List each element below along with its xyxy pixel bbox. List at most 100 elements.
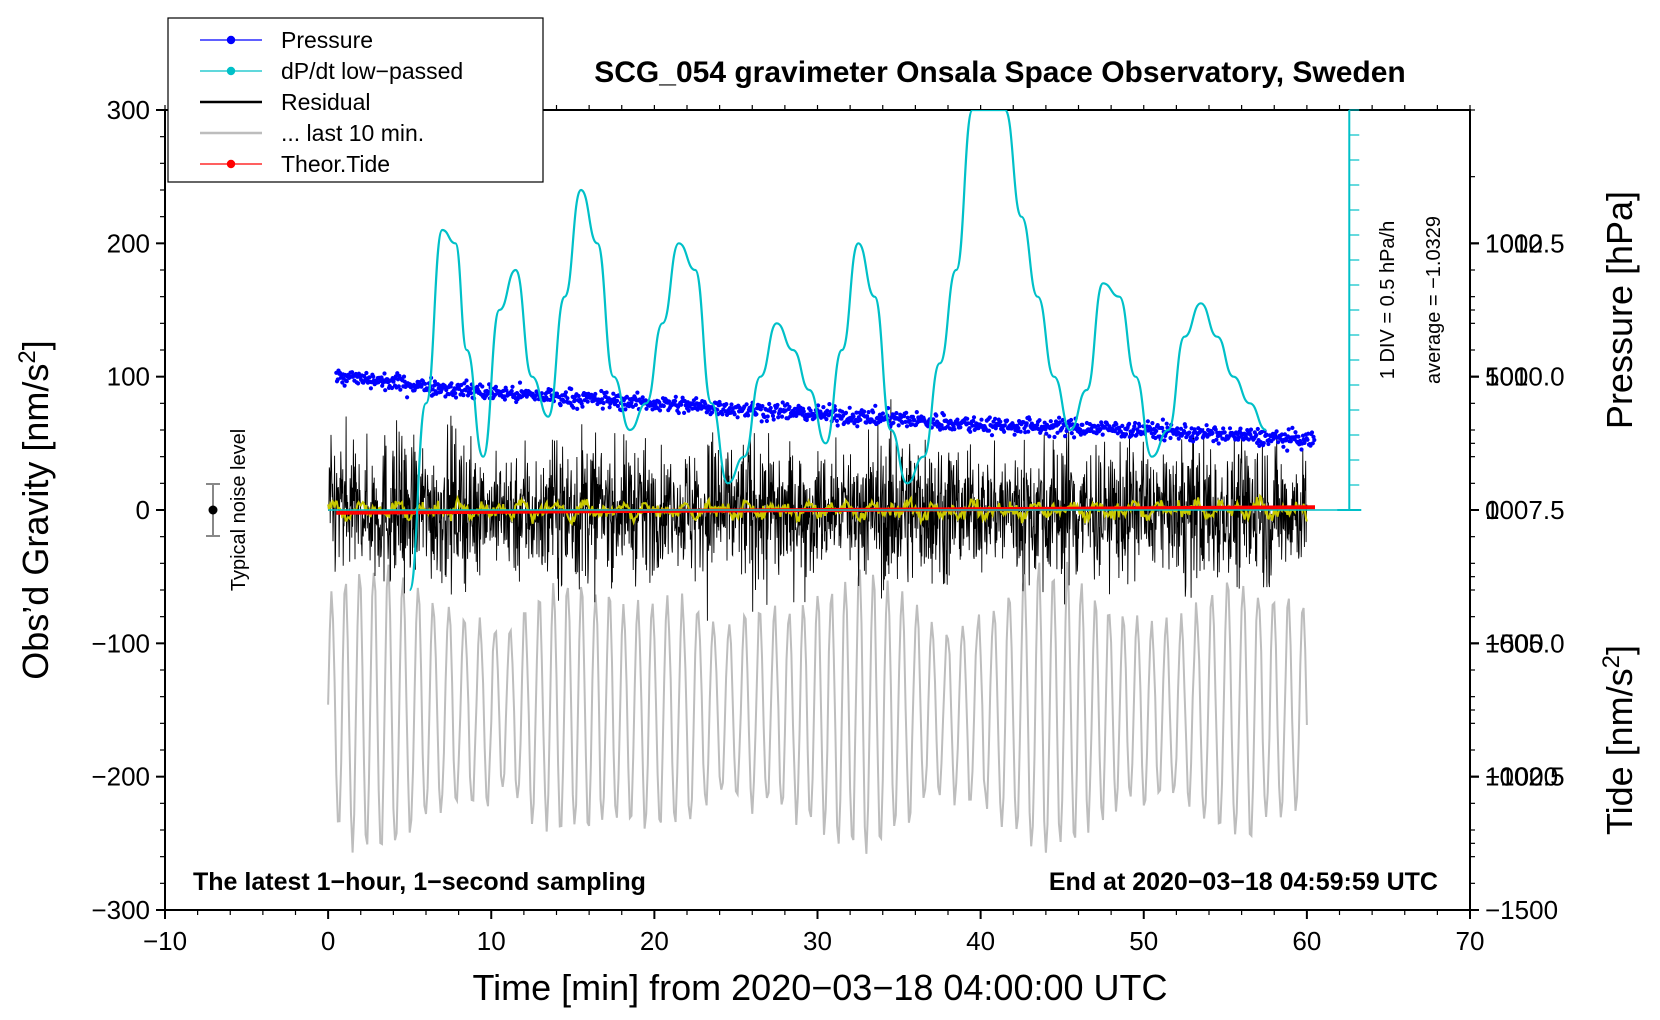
pressure-point (368, 386, 373, 391)
pressure-point (1183, 424, 1188, 429)
pressure-point (932, 422, 937, 427)
pressure-point (1181, 429, 1187, 434)
pressure-point (720, 412, 725, 417)
pressure-point (854, 410, 859, 415)
pressure-point (630, 404, 636, 409)
pressure-point (965, 416, 970, 421)
pressure-point (804, 417, 809, 423)
pressure-point (1282, 432, 1287, 437)
pressure-point (971, 418, 976, 423)
pressure-point (371, 374, 376, 379)
pressure-point (673, 394, 678, 399)
pressure-point (432, 379, 437, 384)
pressure-point (611, 391, 616, 396)
pressure-point (768, 405, 773, 411)
noise-level-label: Typical noise level (228, 429, 250, 591)
y-tick-label-tide: −1000 (1485, 762, 1558, 792)
pressure-point (398, 387, 403, 392)
pressure-point (1016, 426, 1021, 431)
pressure-point (952, 427, 957, 432)
pressure-point (405, 395, 410, 400)
pressure-point (834, 418, 840, 423)
pressure-point (463, 388, 468, 393)
pressure-point (1305, 437, 1310, 442)
pressure-point (504, 388, 509, 393)
pressure-point (914, 410, 919, 415)
pressure-point (599, 397, 605, 402)
pressure-point (871, 410, 876, 415)
axes-layer: −10 0 10 20 30 40 50 60 703002001000−100−200−300… (91, 95, 1564, 956)
pressure-point (1187, 430, 1192, 435)
pressure-point (1024, 421, 1029, 426)
pressure-point (673, 398, 678, 404)
legend-box (167, 17, 544, 183)
pressure-point (955, 417, 960, 422)
pressure-point (1150, 421, 1155, 426)
filtered-residual-line (327, 493, 1308, 527)
pressure-point (941, 413, 947, 418)
x-tick-label: 60 (1292, 926, 1321, 956)
pressure-point (1168, 435, 1173, 441)
y-tick-label-pressure: 1005.0 (1485, 628, 1565, 658)
pressure-point (585, 399, 590, 404)
pressure-point (1037, 418, 1042, 423)
pressure-point (1210, 430, 1215, 436)
sampling-annotation: The latest 1−hour, 1−second sampling (193, 868, 646, 896)
pressure-point (1288, 439, 1293, 444)
pressure-point (1137, 424, 1142, 429)
pressure-point (682, 410, 687, 415)
pressure-point (502, 397, 507, 402)
pressure-point (657, 400, 662, 405)
pressure-point (965, 421, 971, 426)
x-tick-label: 0 (321, 926, 335, 956)
pressure-point (880, 411, 886, 416)
y-tick-label-left: 0 (136, 495, 150, 525)
pressure-point (1044, 431, 1049, 436)
pressure-point (344, 379, 349, 384)
legend-label: dP/dt low−passed (281, 58, 463, 84)
x-tick-label: 70 (1456, 926, 1485, 956)
pressure-point (847, 405, 852, 410)
y-axis-label-pressure: Pressure [hPa] (1599, 191, 1640, 429)
pressure-point (558, 403, 563, 408)
pressure-point (1117, 425, 1122, 430)
pressure-point (760, 404, 765, 409)
chart-title: SCG_054 gravimeter Onsala Space Observat… (594, 56, 1406, 89)
pressure-point (1133, 420, 1138, 426)
pressure-point (855, 424, 860, 429)
pressure-point (356, 381, 361, 386)
y-tick-label-pressure: 1002.5 (1485, 762, 1565, 792)
pressure-point (1012, 432, 1017, 437)
pressure-point (1191, 439, 1196, 444)
pressure-point (1027, 417, 1032, 422)
pressure-point (821, 405, 826, 410)
y-tick-label-left: 200 (107, 228, 150, 258)
pressure-point (667, 399, 672, 404)
pressure-point (979, 417, 984, 422)
pressure-point (824, 417, 829, 422)
pressure-point (1100, 432, 1105, 437)
y-tick-label-left: −100 (91, 628, 150, 658)
pressure-point (563, 390, 569, 395)
dpdt-line (408, 110, 1267, 592)
pressure-point (493, 384, 498, 389)
pressure-point (1154, 428, 1159, 434)
pressure-point (767, 401, 772, 407)
end-time-annotation: End at 2020−03−18 04:59:59 UTC (1049, 868, 1438, 896)
pressure-point (1276, 440, 1281, 445)
pressure-point (1266, 441, 1271, 447)
pressure-point (873, 403, 878, 408)
pressure-point (1216, 441, 1221, 446)
pressure-point (1213, 427, 1218, 432)
pressure-point (419, 384, 424, 389)
pressure-point (367, 375, 372, 380)
x-axis-label: Time [min] from 2020−03−18 04:00:00 UTC (472, 967, 1167, 1008)
pressure-point (1221, 426, 1226, 431)
legend-swatch-marker (226, 66, 236, 76)
y-tick-label-tide: −500 (1485, 628, 1544, 658)
pressure-point (1127, 421, 1132, 426)
pressure-point (987, 415, 992, 420)
pressure-point (486, 389, 491, 394)
pressure-point (383, 388, 388, 393)
pressure-point (1160, 425, 1165, 431)
